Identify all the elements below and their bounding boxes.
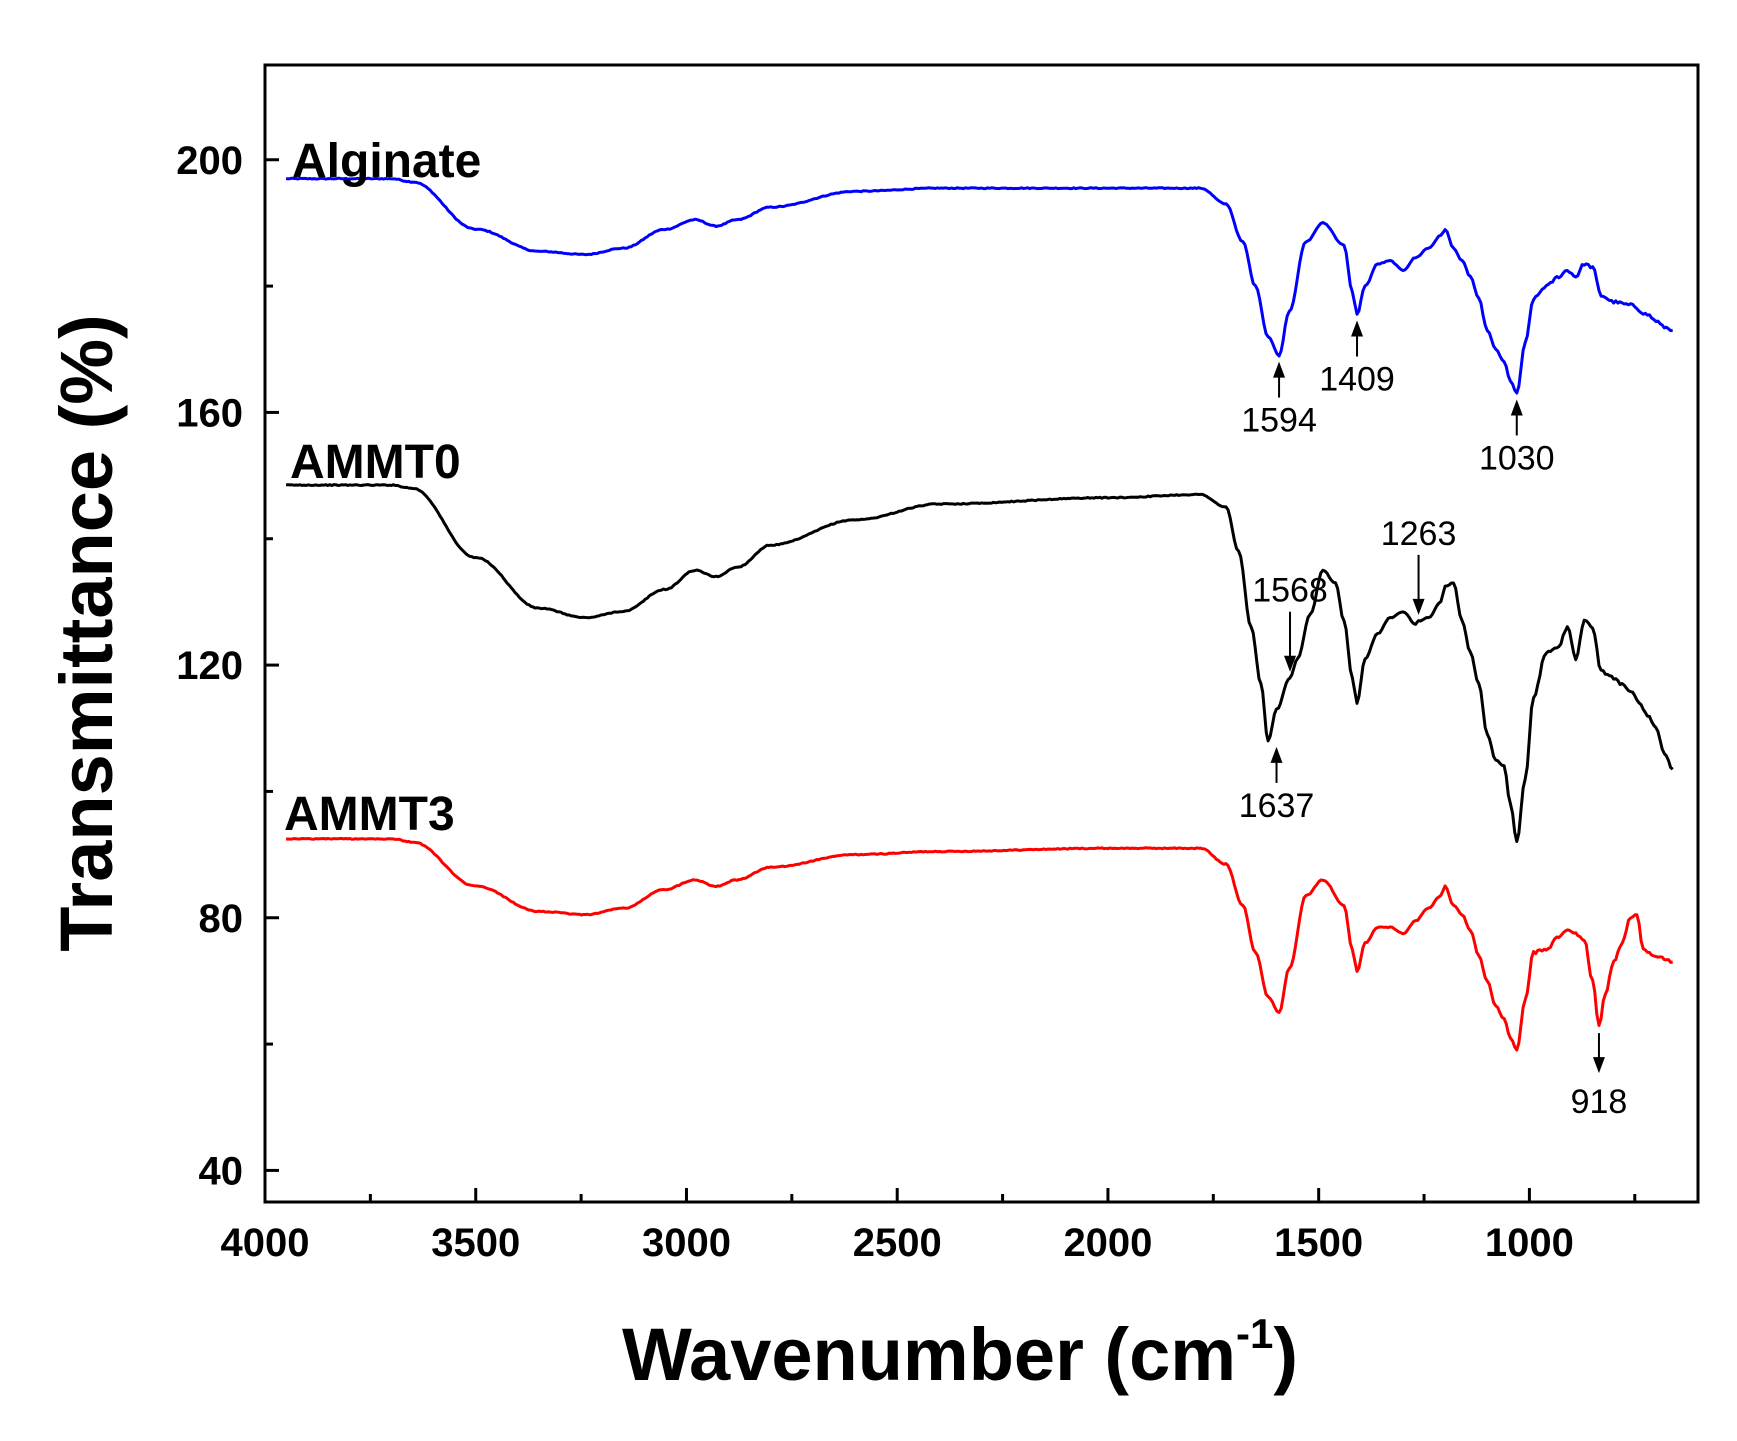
series-label-ammt0: AMMT0 [290, 436, 461, 489]
series-line-alginate [285, 176, 1673, 395]
x-tick-label: 3500 [431, 1221, 520, 1265]
x-tick-label: 3000 [642, 1221, 731, 1265]
x-axis-title: Wavenumber (cm-1) [622, 1310, 1298, 1396]
peak-annotation-1030: 1030 [1479, 399, 1555, 477]
series-label-ammt3: AMMT3 [284, 788, 455, 841]
peak-label: 1409 [1319, 361, 1395, 399]
x-axis-title-superscript: -1 [1236, 1310, 1273, 1357]
x-tick-label: 1500 [1274, 1221, 1363, 1265]
series-traces [285, 176, 1674, 1052]
peak-annotation-918: 918 [1571, 1033, 1628, 1121]
peak-annotation-1568: 1568 [1252, 572, 1328, 672]
y-tick-label: 120 [176, 644, 243, 688]
plot-frame [263, 63, 1700, 1204]
peak-annotation-1409: 1409 [1319, 320, 1395, 399]
series-line-ammt0 [286, 483, 1674, 843]
y-tick-label: 160 [176, 391, 243, 435]
peak-label: 1568 [1252, 572, 1328, 610]
x-tick-label: 2500 [853, 1221, 942, 1265]
peak-label: 1263 [1381, 515, 1457, 553]
y-axis-title: Transmittance (%) [45, 314, 128, 951]
peak-label: 1637 [1239, 787, 1315, 825]
peak-annotation-1637: 1637 [1239, 746, 1315, 825]
arrow-head-down-icon [1412, 598, 1425, 615]
x-tick-label: 4000 [221, 1221, 310, 1265]
x-tick-label: 1000 [1485, 1221, 1574, 1265]
peak-label: 1594 [1241, 402, 1317, 440]
arrow-head-up-icon [1273, 361, 1286, 378]
arrow-head-up-icon [1510, 399, 1523, 416]
arrow-head-down-icon [1284, 655, 1297, 672]
series-line-ammt3 [286, 837, 1673, 1052]
x-axis-title-main: Wavenumber (cm [622, 1313, 1236, 1396]
y-tick-label: 80 [199, 897, 244, 941]
arrow-head-up-icon [1270, 746, 1283, 763]
x-tick-label: 2000 [1063, 1221, 1152, 1265]
peak-label: 1030 [1479, 439, 1555, 477]
arrow-head-down-icon [1592, 1057, 1605, 1074]
y-tick-label: 40 [199, 1149, 244, 1193]
y-axis: 40 80 120 160 200 [176, 139, 279, 1193]
series-labels: Alginate AMMT0 AMMT3 [284, 135, 481, 841]
series-label-alginate: Alginate [292, 135, 481, 188]
peak-annotation-1594: 1594 [1241, 361, 1317, 440]
peak-label: 918 [1571, 1083, 1628, 1121]
y-tick-label: 200 [176, 139, 243, 183]
x-axis: 4000 3500 3000 2500 2000 1500 1000 [221, 1188, 1637, 1265]
peak-annotation-1263: 1263 [1381, 515, 1457, 615]
x-axis-title-close: ) [1273, 1313, 1298, 1396]
arrow-head-up-icon [1351, 320, 1364, 337]
